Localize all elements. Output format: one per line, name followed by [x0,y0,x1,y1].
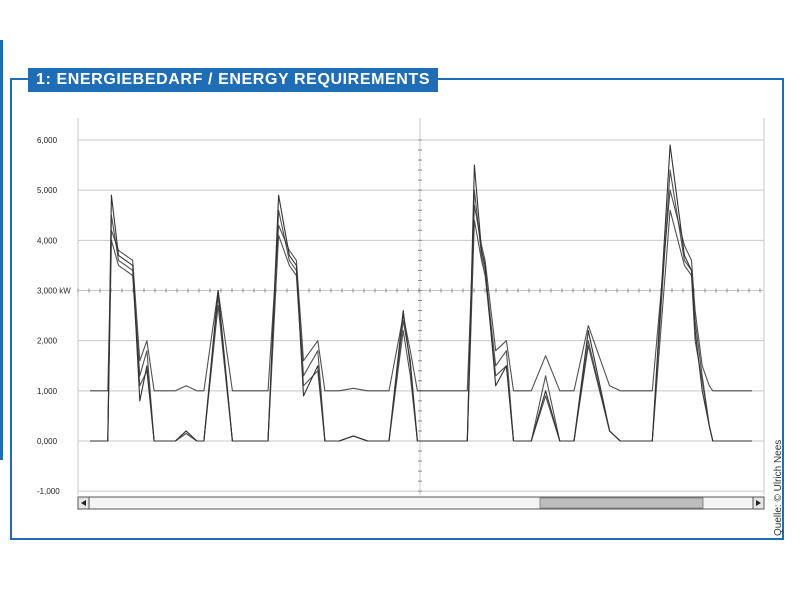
figure-title: 1: ENERGIEBEDARF / ENERGY REQUIREMENTS [28,68,439,92]
y-tick-label: 2,000 [37,337,58,346]
y-tick-label: 6,000 [37,136,58,145]
series-line-1 [90,144,752,442]
source-credit: Quelle: © Ulrich Nees [773,439,784,536]
y-axis-ticks: 6,000 5,000 4,000 3,000 kW 2,000 1,000 0,000 -1… [37,136,71,496]
left-accent-bar [0,40,3,460]
scrollbar-thumb[interactable] [539,497,704,509]
chart-series [90,144,752,442]
y-tick-label: 4,000 [37,236,58,245]
y-tick-label: 0,000 [37,437,58,446]
y-tick-label: 3,000 kW [37,287,71,296]
horizontal-scrollbar[interactable] [77,496,765,510]
chevron-right-icon [756,500,761,506]
chevron-left-icon [81,500,86,506]
y-tick-label: -1,000 [37,487,60,496]
series-line-2 [90,169,752,442]
y-tick-label: 5,000 [37,186,58,195]
series-line-3 [90,189,752,392]
y-tick-label: 1,000 [37,387,58,396]
series-line-4 [90,209,752,442]
